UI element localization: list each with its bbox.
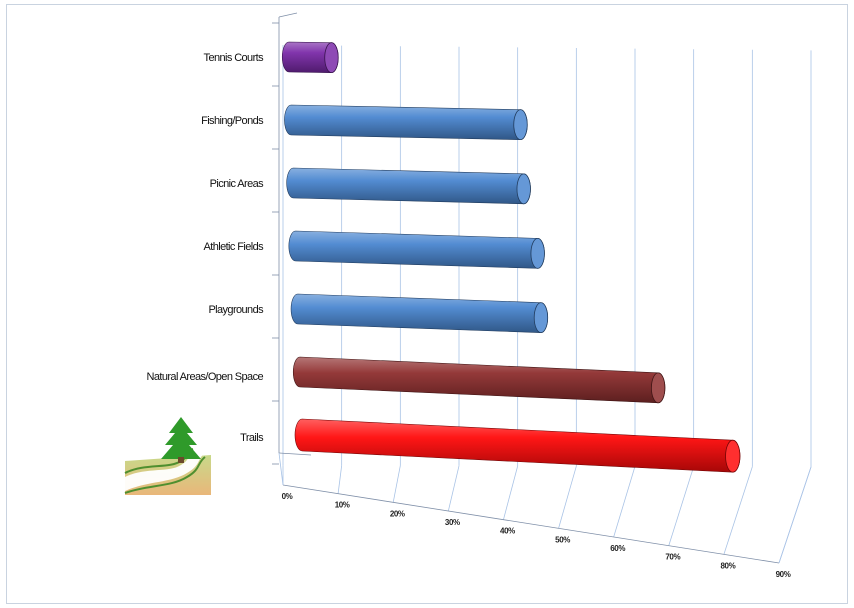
bar-athletic-fields [288, 230, 545, 269]
grid-layer [272, 12, 812, 564]
bar-trails [294, 418, 741, 473]
axis-top-edge [278, 12, 298, 18]
bars-layer [281, 41, 741, 473]
x-tick-label: 10% [335, 501, 350, 510]
bar-body [290, 293, 548, 333]
floor-gridline [723, 466, 753, 555]
x-tick-label: 50% [555, 535, 570, 544]
bar-body [292, 356, 666, 404]
x-tick-label: 80% [720, 561, 735, 570]
x-tick-label: 90% [776, 570, 791, 579]
x-tick-label: 60% [610, 544, 625, 553]
floor-gridline [447, 465, 460, 512]
bar-cap [533, 302, 549, 334]
x-tick-label: 30% [445, 518, 460, 527]
bar-cap [725, 439, 741, 473]
floor-left-edge [278, 452, 284, 486]
bar-cap [513, 109, 528, 141]
category-label: Athletic Fields [204, 241, 265, 253]
tree-trail-icon [124, 415, 211, 495]
category-label: Trails [240, 432, 264, 444]
floor-gridline [337, 465, 343, 494]
floor-gridline [392, 465, 401, 503]
category-label: Natural Areas/Open Space [147, 371, 264, 383]
bar-fishing-ponds [284, 104, 528, 141]
bar-cap [651, 372, 666, 404]
category-label: Fishing/Ponds [201, 115, 264, 127]
bar-chart: 0% 10% 20% 30% 40% 50% 60% 70% 80% 90% Tennis Cour… [124, 12, 812, 579]
bar-body [286, 167, 531, 205]
chart-frame: 0% 10% 20% 30% 40% 50% 60% 70% 80% 90% Tennis Cour… [6, 4, 848, 604]
x-tick-label: 0% [282, 492, 293, 501]
floor-right-edge [778, 466, 812, 564]
category-label: Tennis Courts [204, 52, 265, 64]
bar-cap [324, 42, 339, 74]
bar-cap [530, 237, 545, 269]
floor-gridline [668, 466, 695, 546]
bar-picnic-areas [286, 167, 531, 205]
bar-body [284, 104, 528, 140]
bar-tennis-courts [281, 41, 339, 74]
x-tick-label: 40% [500, 527, 515, 536]
bar-cap [516, 173, 531, 205]
bar-playgrounds [290, 293, 549, 334]
axis-corner [278, 452, 312, 456]
bar-natural-areas-open-space [292, 356, 666, 404]
floor-gridline [558, 466, 577, 529]
bar-body [288, 230, 545, 269]
floor-gridline [613, 466, 636, 538]
x-tick-label: 70% [665, 553, 680, 562]
labels-layer: 0% 10% 20% 30% 40% 50% 60% 70% 80% 90% Tennis Cour… [147, 52, 792, 579]
category-label: Picnic Areas [210, 178, 264, 190]
floor-gridline [503, 465, 519, 520]
category-label: Playgrounds [208, 304, 264, 316]
x-tick-label: 20% [390, 509, 405, 518]
x-axis-line [282, 484, 780, 564]
